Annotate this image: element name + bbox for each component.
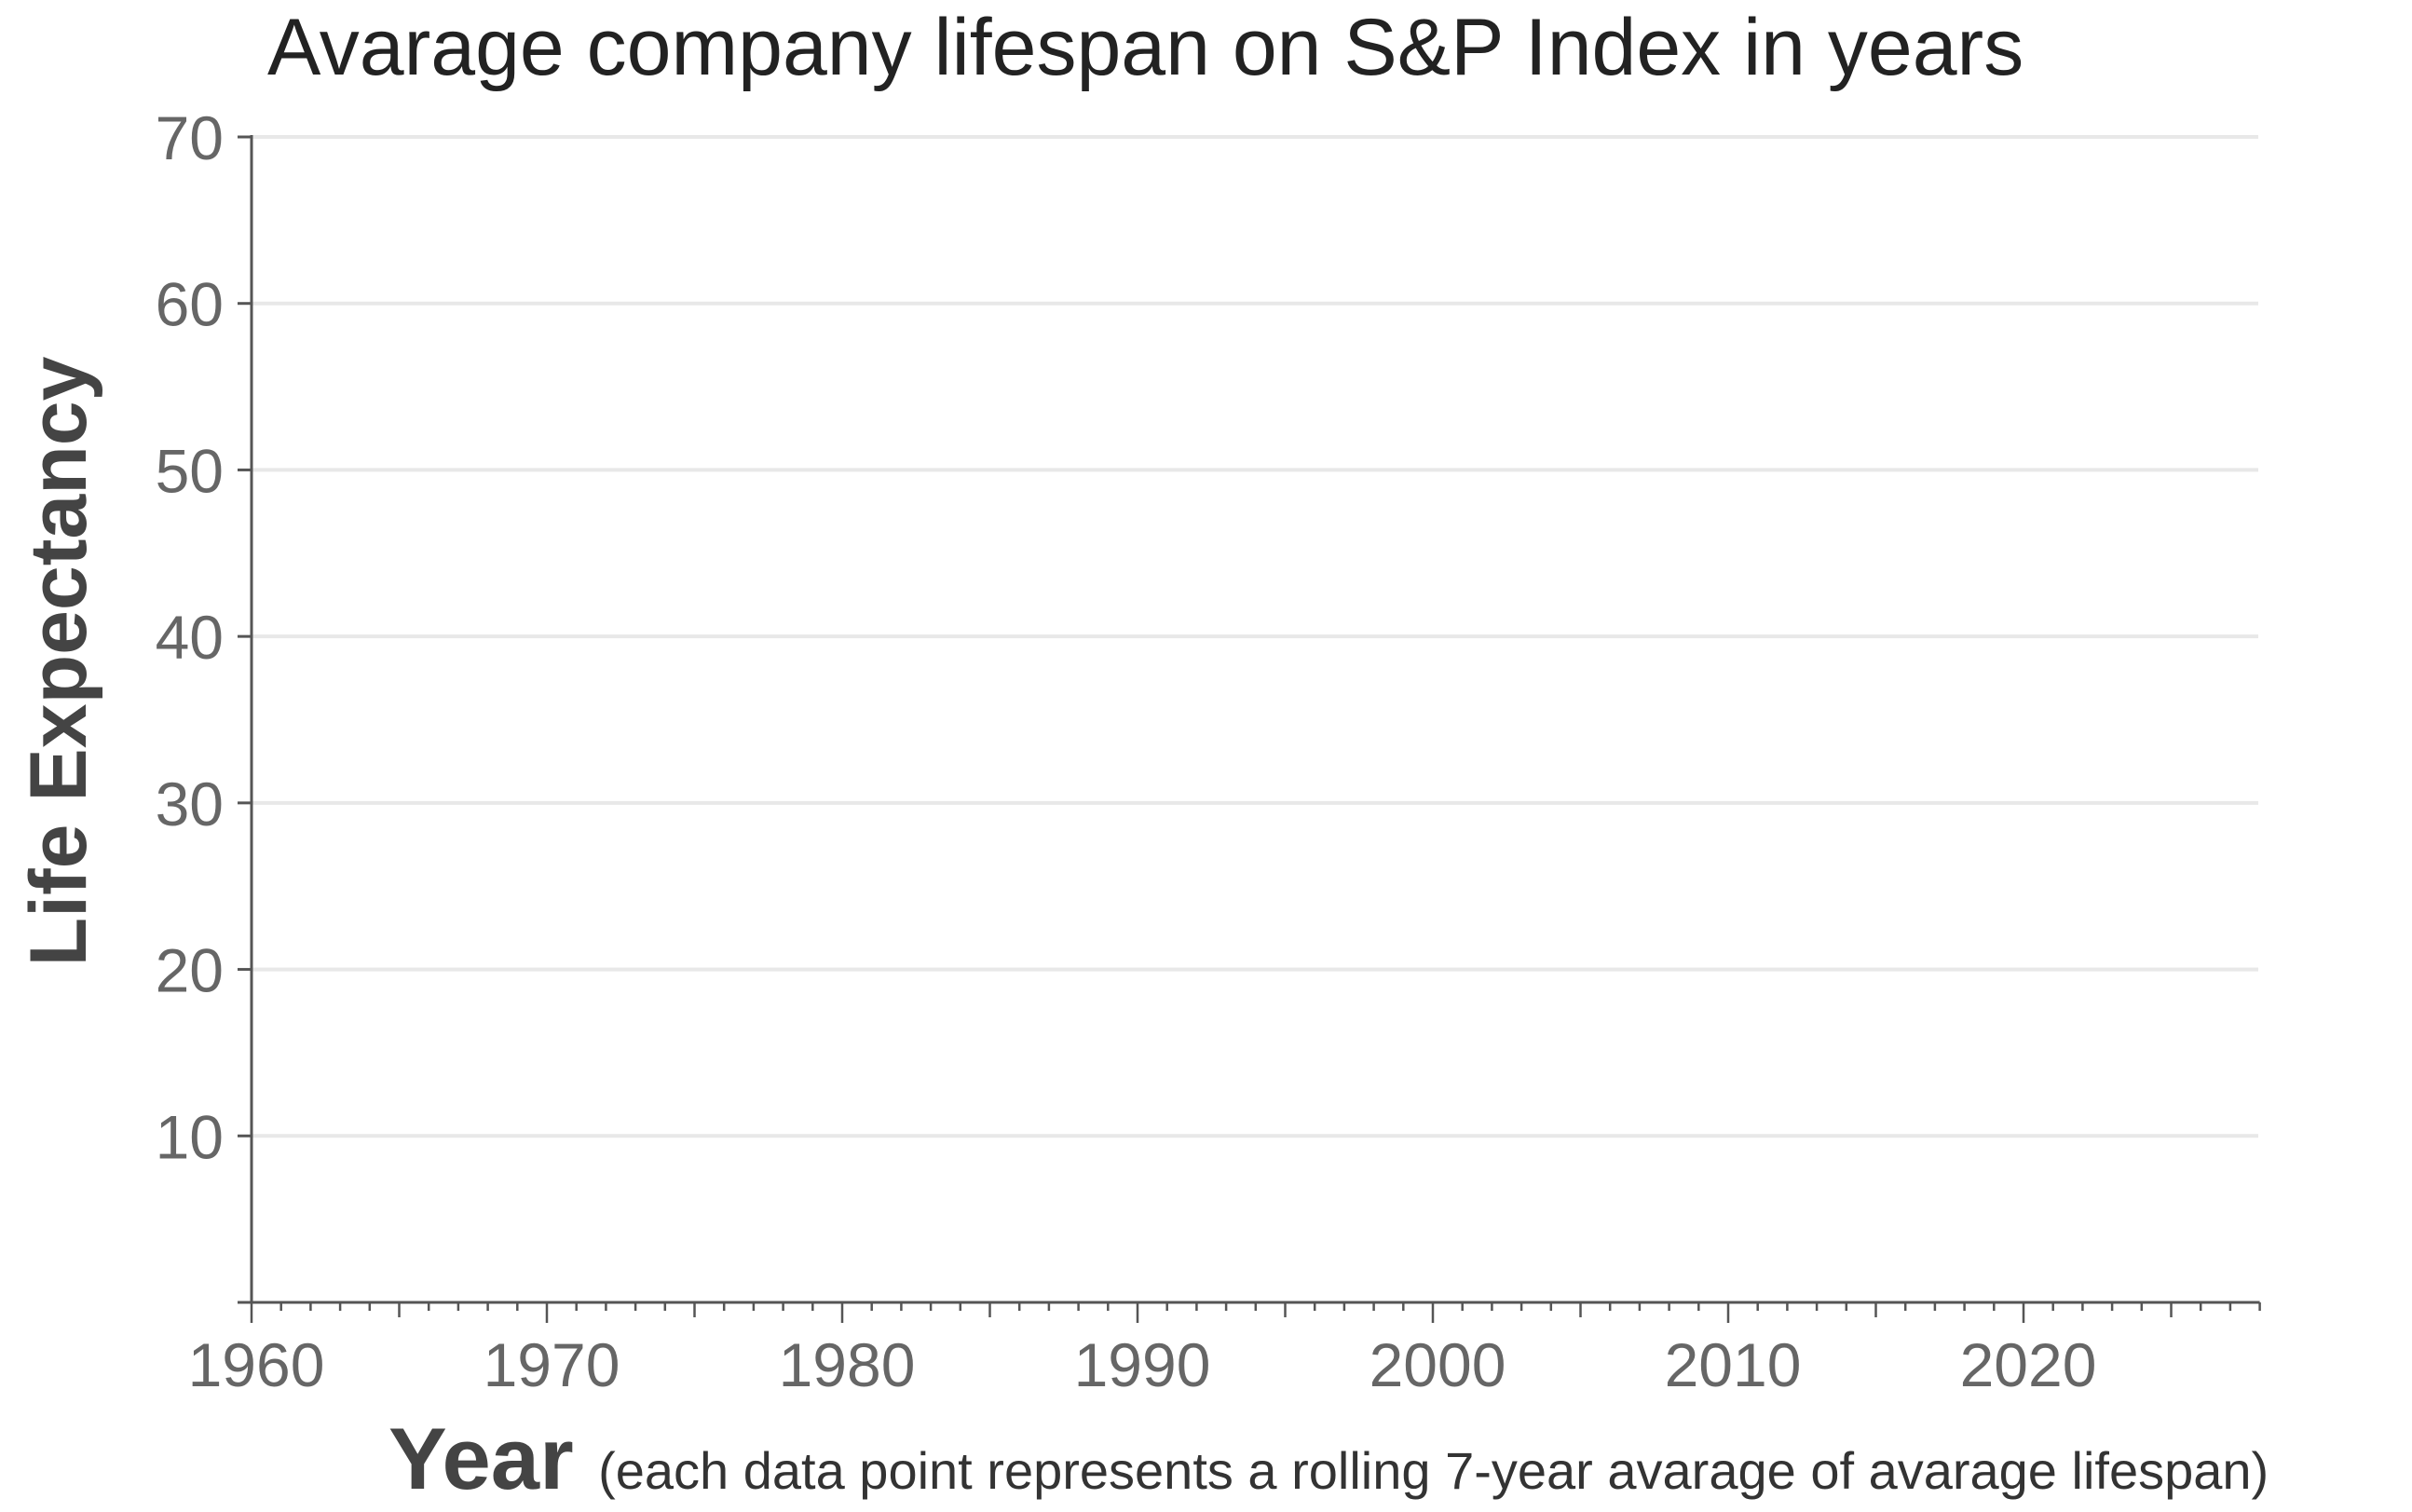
x-tick-label-2000: 2000: [1370, 1330, 1506, 1399]
x-tick-labels: 1960 1970 1980 1990 2000 2010 2020: [188, 1330, 2097, 1399]
chart-title: Avarage company lifespan on S&P Index in…: [267, 3, 2024, 92]
x-tick-label-2010: 2010: [1665, 1330, 1802, 1399]
y-axis-label: Life Expectancy: [14, 356, 103, 966]
y-tick-labels: 10 20 30 40 50 60 70: [156, 103, 224, 1171]
x-tick-label-1960: 1960: [188, 1330, 325, 1399]
y-tick-label-30: 30: [156, 770, 224, 838]
x-tick-label-1990: 1990: [1074, 1330, 1211, 1399]
x-axis-label-main: Year: [388, 1410, 574, 1507]
axes: [238, 135, 2261, 1323]
y-tick-label-10: 10: [156, 1102, 224, 1171]
y-tick-label-70: 70: [156, 103, 224, 172]
y-tick-label-20: 20: [156, 936, 224, 1005]
y-tick-label-40: 40: [156, 603, 224, 672]
x-tick-label-2020: 2020: [1960, 1330, 2097, 1399]
x-axis-label-note: (each data point represents a rolling 7-…: [598, 1441, 2269, 1500]
y-tick-label-60: 60: [156, 270, 224, 339]
x-tick-label-1970: 1970: [484, 1330, 620, 1399]
x-axis-label: Year (each data point represents a rolli…: [388, 1410, 2269, 1507]
x-tick-label-1980: 1980: [779, 1330, 916, 1399]
grid-lines: [252, 135, 2258, 1138]
y-tick-label-50: 50: [156, 436, 224, 505]
